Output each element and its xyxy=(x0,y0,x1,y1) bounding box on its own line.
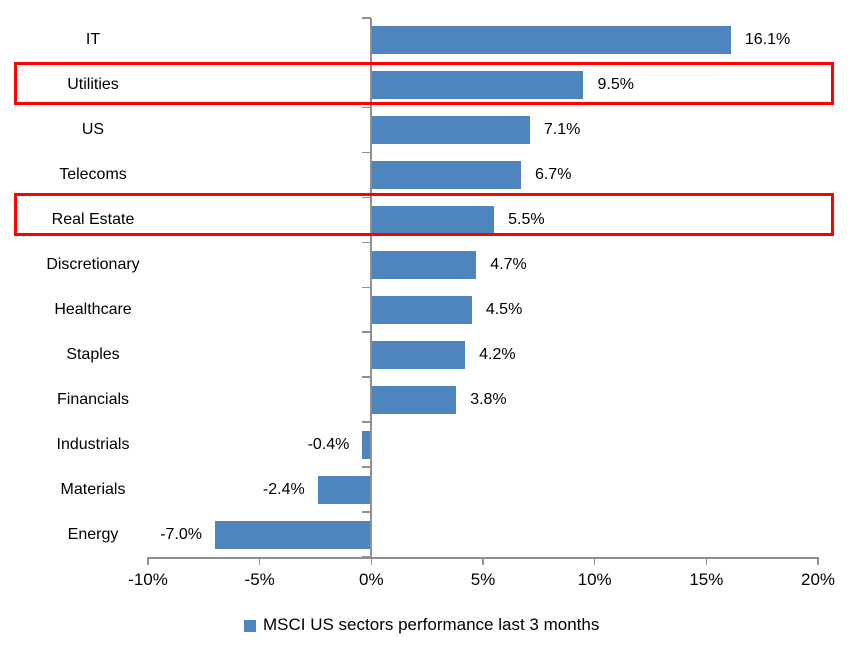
bar xyxy=(371,116,530,145)
value-axis-tick xyxy=(258,557,261,565)
bar xyxy=(371,385,457,414)
data-label: 4.7% xyxy=(490,256,527,274)
category-axis-tick xyxy=(362,151,372,154)
data-label: 16.1% xyxy=(744,31,791,49)
category-axis-tick xyxy=(362,556,372,558)
category-axis-tick xyxy=(362,286,372,288)
category-axis-tick xyxy=(362,17,372,19)
category-label: US xyxy=(81,121,105,139)
legend-label: MSCI US sectors performance last 3 month… xyxy=(263,615,600,634)
category-axis-tick xyxy=(362,466,372,468)
category-label: IT xyxy=(85,31,101,49)
category-label: Industrials xyxy=(56,435,130,453)
legend: MSCI US sectors performance last 3 month… xyxy=(244,615,599,635)
category-axis-tick xyxy=(362,376,372,378)
category-axis-tick xyxy=(362,331,372,333)
value-axis-tick-label: 0% xyxy=(359,570,384,589)
value-axis-tick-label: -5% xyxy=(244,570,275,589)
category-axis-line xyxy=(370,18,373,557)
value-axis-tick xyxy=(705,557,708,565)
legend-swatch-icon xyxy=(244,619,256,632)
bar xyxy=(371,340,466,369)
category-axis-tick xyxy=(362,421,372,423)
category-label: Staples xyxy=(66,345,120,363)
bar xyxy=(371,161,521,190)
value-axis-tick xyxy=(817,557,819,565)
category-axis-tick xyxy=(362,511,372,513)
bar xyxy=(371,295,472,324)
bar xyxy=(215,520,372,549)
data-label: 9.5% xyxy=(597,76,634,94)
data-label: -0.4% xyxy=(307,435,350,453)
value-axis-tick-label: -10% xyxy=(128,570,168,589)
value-axis-tick-label: 5% xyxy=(470,570,496,589)
category-label: Utilities xyxy=(67,76,119,94)
category-axis-tick xyxy=(362,241,372,244)
value-axis-tick-label: 15% xyxy=(689,570,724,589)
category-label: Financials xyxy=(56,390,130,408)
category-label: Materials xyxy=(60,480,126,498)
category-axis-tick xyxy=(362,61,372,64)
value-axis-tick xyxy=(482,557,484,565)
value-axis-tick xyxy=(147,557,149,565)
category-label: Discretionary xyxy=(46,256,140,274)
category-label: Telecoms xyxy=(59,166,127,184)
bar xyxy=(371,26,731,55)
category-axis-tick xyxy=(362,106,372,109)
data-label: 4.2% xyxy=(479,345,516,363)
data-label: 4.5% xyxy=(485,300,523,318)
bar xyxy=(317,475,372,504)
category-label: Energy xyxy=(67,525,119,543)
data-label: -2.4% xyxy=(262,480,305,498)
bar xyxy=(371,206,495,235)
data-label: 5.5% xyxy=(508,211,545,229)
value-axis-tick-label: 10% xyxy=(577,570,612,589)
value-axis-tick-label: 20% xyxy=(800,570,836,589)
data-label: 3.8% xyxy=(470,390,507,408)
value-axis-tick xyxy=(593,557,596,565)
bar xyxy=(362,430,372,459)
bar xyxy=(371,251,477,280)
data-label: 6.7% xyxy=(534,166,572,184)
category-label: Real Estate xyxy=(51,211,135,229)
category-axis-tick xyxy=(362,196,372,199)
data-label: -7.0% xyxy=(160,525,202,543)
data-label: 7.1% xyxy=(543,121,581,139)
value-axis-tick xyxy=(370,557,373,565)
category-label: Healthcare xyxy=(54,300,132,318)
bar xyxy=(371,71,584,100)
